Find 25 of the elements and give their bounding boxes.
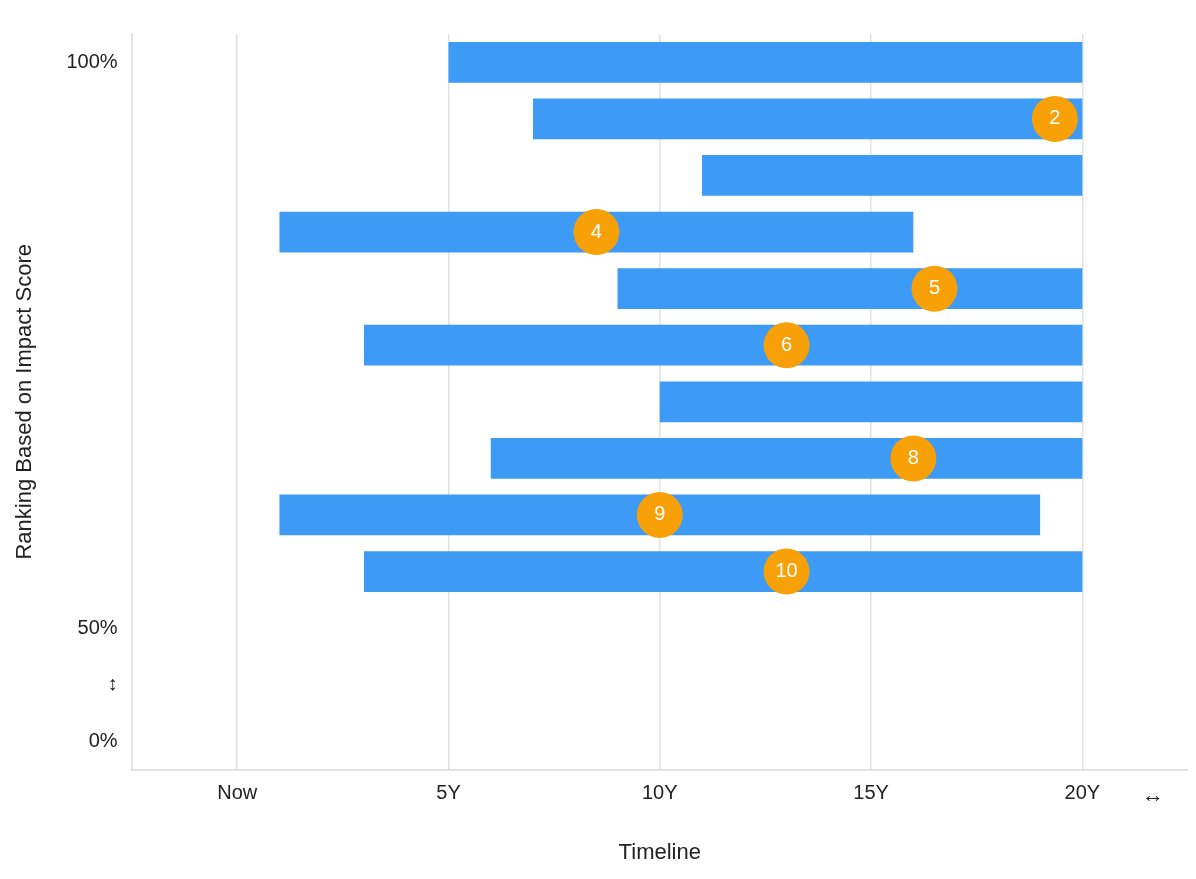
bar <box>448 41 1083 83</box>
x-tick-label: Now <box>217 781 258 804</box>
annotation: 6 <box>780 332 793 355</box>
bar <box>702 155 1083 196</box>
bar <box>279 211 914 253</box>
annotation: 5 <box>928 276 941 299</box>
y-tick-label: ↕ <box>107 672 118 695</box>
x-tick-label: 10Y <box>641 781 678 804</box>
annotation: 8 <box>907 445 919 468</box>
y-tick-label: 0% <box>88 728 118 751</box>
bar <box>659 381 1083 423</box>
annotation: 10 <box>775 559 798 582</box>
x-tick-label: 20Y <box>1064 781 1101 804</box>
bar <box>533 98 1083 140</box>
x-tick-label: 5Y <box>436 781 461 804</box>
bar <box>279 494 1041 536</box>
x-axis-title: Timeline <box>618 838 701 864</box>
x-tick-label: 15Y <box>853 781 889 804</box>
text: ↔ <box>1142 781 1164 807</box>
annotation: 4 <box>590 219 602 242</box>
annotation: 2 <box>1049 106 1061 129</box>
y-axis-title: Ranking Based on Impact Score <box>11 244 37 560</box>
annotation: 9 <box>654 502 666 525</box>
y-tick-label: 100% <box>66 49 118 72</box>
y-tick-label: 50% <box>77 615 118 638</box>
